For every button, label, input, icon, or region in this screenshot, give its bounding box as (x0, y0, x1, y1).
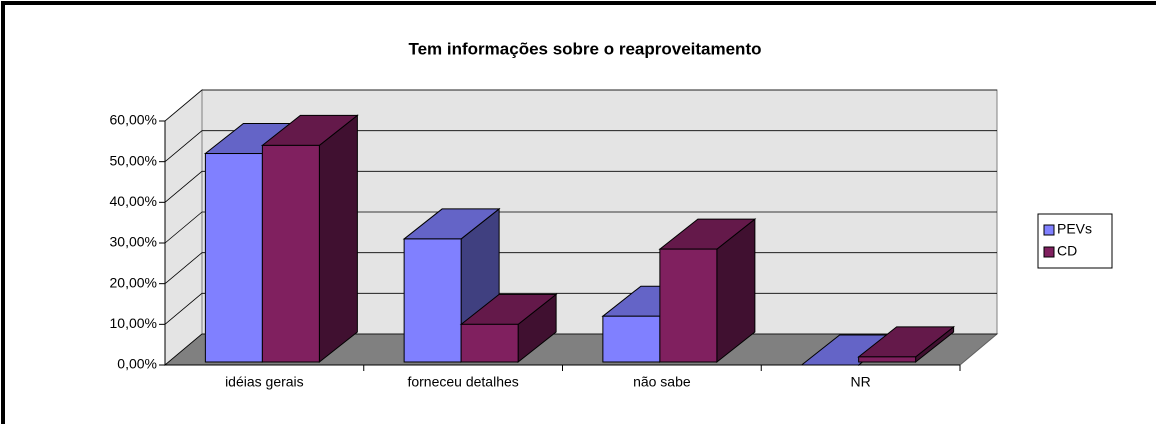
x-tick-label: NR (851, 374, 871, 390)
x-tick-label: forneceu detalhes (407, 374, 518, 390)
bar-front (602, 315, 661, 363)
y-tick-label: 60,00% (110, 112, 157, 128)
grid-line (164, 211, 997, 244)
chart-title: Tem informações sobre o reaproveitamento (408, 39, 761, 58)
legend-swatch (1043, 246, 1055, 258)
x-tick-label: não sabe (633, 374, 691, 390)
y-tick-label: 10,00% (110, 315, 157, 331)
legend-label: CD (1057, 243, 1077, 259)
bar (658, 218, 757, 364)
bar-front (858, 356, 917, 363)
bar-front (460, 323, 519, 363)
grid-line (164, 89, 997, 122)
x-tick-label: idéias gerais (225, 374, 304, 390)
bar-front (204, 153, 263, 363)
y-tick-label: 20,00% (110, 274, 157, 290)
bar-front (261, 144, 320, 363)
plot-area: 0,00% 10,00% 20,00% 30,00% 40,00% 50,00% 60,00… (110, 88, 999, 390)
legend-swatch (1043, 224, 1055, 236)
y-tick-label: 0,00% (117, 356, 157, 372)
legend: PEVs CD (1037, 213, 1113, 269)
legend-box (1037, 213, 1113, 269)
bar-front (659, 248, 718, 363)
bar (857, 325, 956, 364)
grid-line (164, 130, 997, 162)
legend-label: PEVs (1057, 221, 1092, 237)
bar (260, 114, 359, 364)
y-tick-label: 50,00% (110, 152, 157, 168)
grid-line (164, 170, 997, 203)
y-tick-label: 30,00% (110, 234, 157, 250)
y-tick-label: 40,00% (110, 193, 157, 209)
bar-side (318, 114, 358, 364)
bar (459, 293, 558, 364)
bar-front (403, 238, 462, 363)
